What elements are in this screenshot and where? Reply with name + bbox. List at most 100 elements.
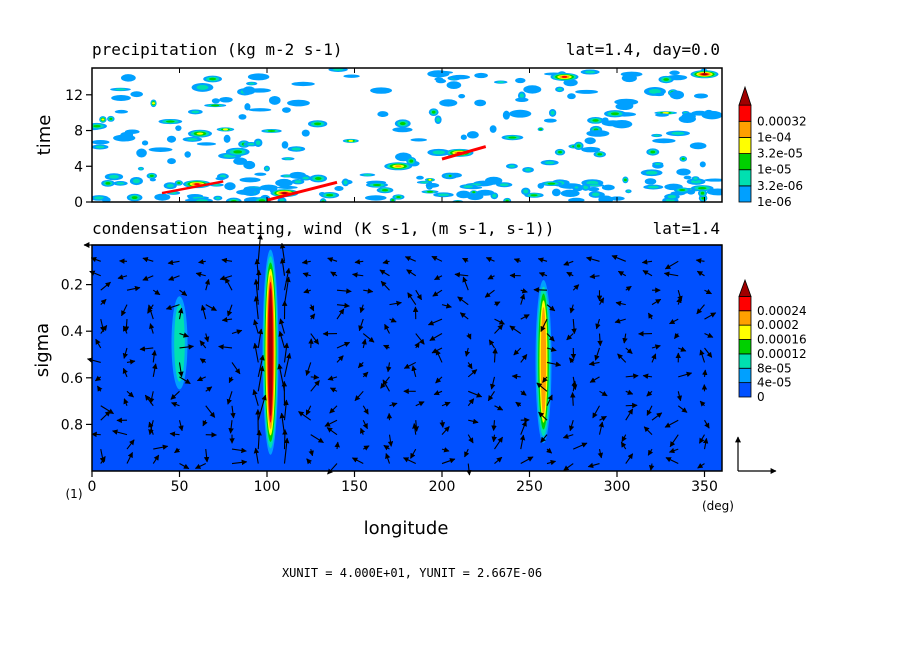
precip-cell xyxy=(499,183,509,187)
wind-vector xyxy=(546,459,557,466)
wind-vector xyxy=(194,463,206,469)
wind-vector xyxy=(432,289,443,297)
wind-vector xyxy=(546,304,556,312)
heating-y-tick-label: 0.6 xyxy=(61,371,83,387)
wind-vector xyxy=(642,270,653,277)
precip-cell xyxy=(611,119,633,129)
precip-cell xyxy=(314,122,322,126)
precip-cell xyxy=(474,72,488,79)
precip-cell xyxy=(259,184,278,191)
precip-cell xyxy=(187,138,198,141)
wind-vector xyxy=(617,353,627,363)
wind-vector xyxy=(255,269,262,291)
wind-vector xyxy=(494,318,505,325)
precip-cell xyxy=(497,81,505,84)
wind-vector xyxy=(459,312,469,320)
wind-vector xyxy=(704,289,712,295)
wind-vector xyxy=(327,375,338,381)
wind-vector xyxy=(310,374,320,380)
wind-vector xyxy=(308,338,314,349)
wind-vector xyxy=(149,391,155,404)
precip-legend-swatch xyxy=(738,85,752,106)
precip-cell xyxy=(239,177,261,183)
wind-vector xyxy=(362,333,375,343)
wind-vector xyxy=(468,390,483,398)
wind-vector xyxy=(462,257,469,264)
wind-vector xyxy=(695,258,705,264)
wind-vector xyxy=(226,391,233,405)
precip-cell xyxy=(654,92,665,97)
precip-ylabel: time xyxy=(34,115,55,156)
precip-cell xyxy=(152,102,156,105)
wind-vector xyxy=(648,463,655,471)
precip-legend-level-label: 3.2e-06 xyxy=(757,179,803,193)
wind-vector xyxy=(702,437,709,450)
precip-legend-level-label: 1e-06 xyxy=(757,195,792,209)
precip-cell xyxy=(450,74,471,80)
precip-cell xyxy=(683,175,692,180)
wind-vector xyxy=(149,323,155,334)
wind-vector xyxy=(122,325,129,334)
precip-cell xyxy=(247,73,270,81)
precip-cell xyxy=(116,182,125,185)
wind-vector xyxy=(383,344,390,350)
precip-cell xyxy=(154,193,171,201)
wind-vector xyxy=(441,401,451,407)
precip-cell xyxy=(149,178,156,182)
precip-cell xyxy=(108,174,119,179)
wind-vector xyxy=(520,354,528,363)
wind-vector xyxy=(363,288,374,294)
precip-cell xyxy=(458,93,466,99)
wind-vector xyxy=(431,255,443,262)
wind-vector xyxy=(336,355,344,363)
wind-vector xyxy=(151,349,157,363)
wind-vector xyxy=(228,376,234,384)
precip-cell xyxy=(694,93,709,99)
precip-y-tick-label: 12 xyxy=(65,88,83,104)
precip-cell xyxy=(700,191,705,195)
wind-vector xyxy=(153,444,169,450)
wind-vector xyxy=(598,297,605,305)
wind-vector xyxy=(205,304,217,311)
vector-units: XUNIT = 4.000E+01, YUNIT = 2.667E-06 xyxy=(282,566,542,580)
precip-cell xyxy=(196,84,209,90)
wind-vector xyxy=(466,333,472,340)
precip-cell xyxy=(279,198,285,202)
panel-label: (1) xyxy=(66,487,83,501)
wind-vector xyxy=(519,434,526,450)
wind-vector xyxy=(439,420,446,428)
wind-vector xyxy=(279,257,286,276)
precip-legend-swatch xyxy=(738,185,752,203)
wind-vector xyxy=(546,361,562,367)
precip-cell xyxy=(662,111,669,114)
wind-vector xyxy=(494,301,501,307)
wind-vector xyxy=(462,276,469,291)
precip-cell xyxy=(416,175,424,180)
precip-cell xyxy=(653,134,660,137)
wind-vector xyxy=(651,298,662,306)
wind-vector xyxy=(571,380,577,392)
x-unit-label: (deg) xyxy=(702,499,734,513)
wind-vector xyxy=(520,314,530,320)
wind-vector xyxy=(253,319,259,334)
wind-vector xyxy=(204,333,210,343)
precip-cell xyxy=(222,128,228,131)
wind-vector xyxy=(509,325,522,334)
wind-vector xyxy=(362,405,369,415)
precip-cell xyxy=(364,195,387,201)
wind-vector xyxy=(196,376,206,382)
wind-vector xyxy=(434,274,443,281)
precip-cell xyxy=(584,70,596,74)
precip-cell xyxy=(589,184,600,187)
heating-column xyxy=(540,307,547,416)
heating-x-tick-label: 350 xyxy=(691,479,718,495)
wind-vector xyxy=(231,459,248,466)
wind-vector xyxy=(283,352,292,377)
precip-cell xyxy=(576,144,581,148)
wind-vector xyxy=(336,302,350,309)
precip-cell xyxy=(702,73,707,76)
precip-cell xyxy=(348,139,354,142)
wind-vector xyxy=(228,420,234,434)
wind-vector xyxy=(697,463,705,469)
wind-vector xyxy=(177,307,184,320)
